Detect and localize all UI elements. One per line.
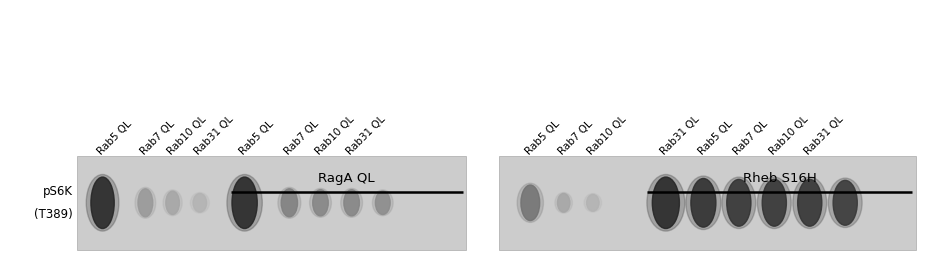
Text: Rab5 QL: Rab5 QL xyxy=(237,119,276,157)
Ellipse shape xyxy=(227,174,263,231)
Ellipse shape xyxy=(281,189,298,217)
Text: Rab10 QL: Rab10 QL xyxy=(767,114,810,157)
Text: Rab5 QL: Rab5 QL xyxy=(96,119,133,157)
Ellipse shape xyxy=(521,185,540,220)
Bar xyxy=(77,156,466,250)
Text: Rab5 QL: Rab5 QL xyxy=(696,119,735,157)
Ellipse shape xyxy=(647,174,685,231)
Text: (T389): (T389) xyxy=(34,208,73,221)
Ellipse shape xyxy=(372,190,393,216)
Bar xyxy=(499,156,916,250)
Text: Rab31 QL: Rab31 QL xyxy=(193,114,236,157)
Ellipse shape xyxy=(793,177,827,229)
Ellipse shape xyxy=(762,179,787,226)
Ellipse shape xyxy=(833,180,857,225)
Text: Rheb S16H: Rheb S16H xyxy=(743,172,816,185)
Text: Rab31 QL: Rab31 QL xyxy=(344,114,387,157)
Ellipse shape xyxy=(344,190,359,216)
Ellipse shape xyxy=(190,192,209,213)
Ellipse shape xyxy=(555,192,573,213)
Ellipse shape xyxy=(757,177,791,229)
Ellipse shape xyxy=(517,183,544,222)
Ellipse shape xyxy=(313,190,329,216)
Ellipse shape xyxy=(341,188,362,217)
Text: Rab10 QL: Rab10 QL xyxy=(314,114,356,157)
Text: Rab5 QL: Rab5 QL xyxy=(523,119,561,157)
Ellipse shape xyxy=(727,179,751,226)
Text: Rab7 QL: Rab7 QL xyxy=(282,119,320,157)
Text: Rab10 QL: Rab10 QL xyxy=(586,114,628,157)
Ellipse shape xyxy=(375,191,390,214)
Ellipse shape xyxy=(587,194,600,211)
Ellipse shape xyxy=(87,174,119,231)
Ellipse shape xyxy=(232,177,257,229)
Ellipse shape xyxy=(91,177,115,229)
Ellipse shape xyxy=(193,193,207,212)
Text: RagA QL: RagA QL xyxy=(318,172,375,185)
Ellipse shape xyxy=(166,191,180,214)
Text: Rab7 QL: Rab7 QL xyxy=(732,119,770,157)
Ellipse shape xyxy=(135,187,155,218)
Text: pS6K: pS6K xyxy=(43,185,73,198)
Ellipse shape xyxy=(558,193,570,212)
Ellipse shape xyxy=(138,189,153,217)
Ellipse shape xyxy=(686,176,721,230)
Text: Rab10 QL: Rab10 QL xyxy=(166,114,209,157)
Text: Rab31 QL: Rab31 QL xyxy=(803,114,845,157)
Ellipse shape xyxy=(829,178,862,228)
Ellipse shape xyxy=(722,177,756,229)
Ellipse shape xyxy=(653,177,680,229)
Text: Rab7 QL: Rab7 QL xyxy=(557,119,595,157)
Ellipse shape xyxy=(798,179,822,226)
Ellipse shape xyxy=(584,193,601,212)
Ellipse shape xyxy=(163,190,182,216)
Ellipse shape xyxy=(691,178,716,227)
Text: Rab7 QL: Rab7 QL xyxy=(139,119,176,157)
Text: Rab31 QL: Rab31 QL xyxy=(659,114,701,157)
Ellipse shape xyxy=(278,187,301,218)
Ellipse shape xyxy=(310,188,331,217)
